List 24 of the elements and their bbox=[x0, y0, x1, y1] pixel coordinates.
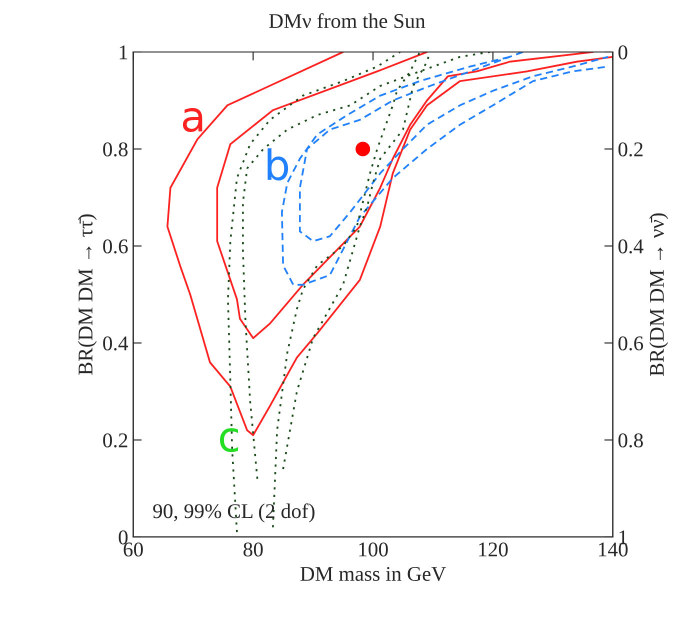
x-tick-label: 60 bbox=[124, 542, 143, 557]
y-tick-label: 0.2 bbox=[103, 433, 128, 448]
x-tick-label: 120 bbox=[479, 542, 508, 557]
chart-title: DMν from the Sun bbox=[269, 13, 426, 28]
annotation: 90, 99% CL (2 dof) bbox=[153, 503, 314, 522]
annotation: b bbox=[268, 148, 288, 180]
y-axis-title: BR(DM DM → ττ̄) bbox=[78, 214, 97, 375]
y2-tick-label: 0.2 bbox=[618, 142, 643, 157]
y2-axis-title: BR(DM DM → νν̄) bbox=[649, 213, 668, 376]
y-tick-label: 0.4 bbox=[103, 336, 128, 351]
x-tick-label: 80 bbox=[244, 542, 263, 557]
y2-tick-label: 0.8 bbox=[618, 433, 643, 448]
y2-tick-label: 0.6 bbox=[618, 336, 644, 351]
y-tick-label: 0 bbox=[118, 530, 128, 544]
x-tick-label: 100 bbox=[359, 542, 388, 557]
x-axis-title: DM mass in GeV bbox=[300, 566, 446, 582]
y-tick-label: 0.6 bbox=[103, 239, 128, 254]
x-tick-label: 140 bbox=[599, 542, 628, 557]
y-tick-label: 0.8 bbox=[103, 142, 128, 157]
y2-tick-label: 0.4 bbox=[618, 239, 644, 254]
annotation: a bbox=[182, 108, 202, 132]
annotation: c bbox=[220, 428, 238, 452]
y2-tick-label: 0 bbox=[618, 45, 628, 60]
y-tick-label: 1 bbox=[120, 45, 128, 60]
